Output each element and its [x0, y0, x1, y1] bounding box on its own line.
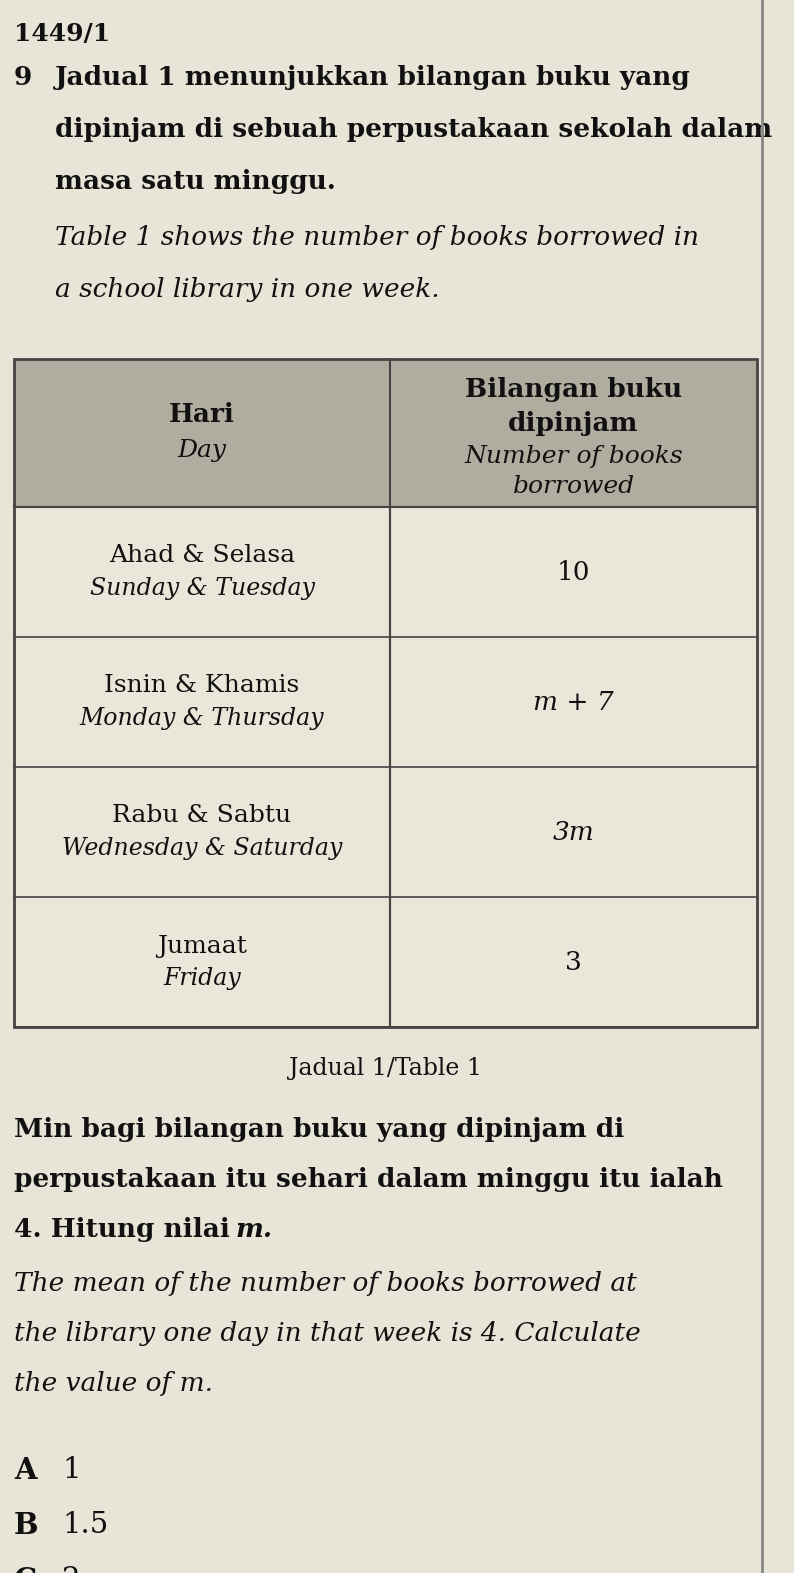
Text: Rabu & Sabtu: Rabu & Sabtu [113, 804, 291, 827]
Text: m.: m. [236, 1218, 273, 1243]
Text: 1449/1: 1449/1 [14, 22, 110, 46]
Text: Hari: Hari [169, 403, 235, 428]
Text: C: C [14, 1567, 37, 1573]
Text: A: A [14, 1457, 37, 1485]
Text: a school library in one week.: a school library in one week. [55, 277, 440, 302]
Text: masa satu minggu.: masa satu minggu. [55, 168, 336, 193]
Text: Jadual 1 menunjukkan bilangan buku yang: Jadual 1 menunjukkan bilangan buku yang [55, 64, 691, 90]
Text: Number of books: Number of books [464, 445, 683, 469]
Text: dipinjam di sebuah perpustakaan sekolah dalam: dipinjam di sebuah perpustakaan sekolah … [55, 116, 773, 142]
Text: Sunday & Tuesday: Sunday & Tuesday [90, 576, 314, 599]
Bar [14, 897, 757, 1027]
Bar [14, 359, 390, 507]
Text: The mean of the number of books borrowed at: The mean of the number of books borrowed… [14, 1271, 637, 1296]
Bar [14, 507, 757, 637]
Bar [14, 359, 757, 1027]
Text: borrowed: borrowed [512, 475, 634, 499]
Bar [14, 768, 757, 897]
Text: 4. Hitung nilai: 4. Hitung nilai [14, 1218, 239, 1243]
Text: Jadual 1/Table 1: Jadual 1/Table 1 [289, 1057, 482, 1081]
Text: 10: 10 [557, 560, 590, 585]
Text: Friday: Friday [163, 966, 241, 989]
Text: Isnin & Khamis: Isnin & Khamis [104, 675, 299, 697]
Bar [14, 637, 757, 768]
Text: perpustakaan itu sehari dalam minggu itu ialah: perpustakaan itu sehari dalam minggu itu… [14, 1167, 723, 1192]
Text: B: B [14, 1512, 39, 1540]
Text: Bilangan buku: Bilangan buku [465, 378, 682, 403]
Text: 9: 9 [14, 64, 33, 90]
Text: 3: 3 [565, 950, 582, 975]
Text: Monday & Thursday: Monday & Thursday [79, 706, 324, 730]
Text: 1.5: 1.5 [62, 1512, 108, 1538]
Text: Table 1 shows the number of books borrowed in: Table 1 shows the number of books borrow… [55, 225, 699, 250]
Text: dipinjam: dipinjam [508, 411, 638, 436]
Text: the value of m.: the value of m. [14, 1372, 213, 1395]
Text: m + 7: m + 7 [534, 689, 614, 714]
Text: Wednesday & Saturday: Wednesday & Saturday [62, 837, 342, 859]
Text: Ahad & Selasa: Ahad & Selasa [109, 544, 295, 568]
Bar [390, 359, 757, 507]
Text: Jumaat: Jumaat [157, 934, 247, 958]
Text: the library one day in that week is 4. Calculate: the library one day in that week is 4. C… [14, 1321, 641, 1346]
Text: Min bagi bilangan buku yang dipinjam di: Min bagi bilangan buku yang dipinjam di [14, 1117, 624, 1142]
Text: 1: 1 [62, 1457, 80, 1483]
Text: 2: 2 [62, 1567, 80, 1573]
Text: 3m: 3m [553, 820, 595, 845]
Text: Day: Day [178, 439, 226, 462]
